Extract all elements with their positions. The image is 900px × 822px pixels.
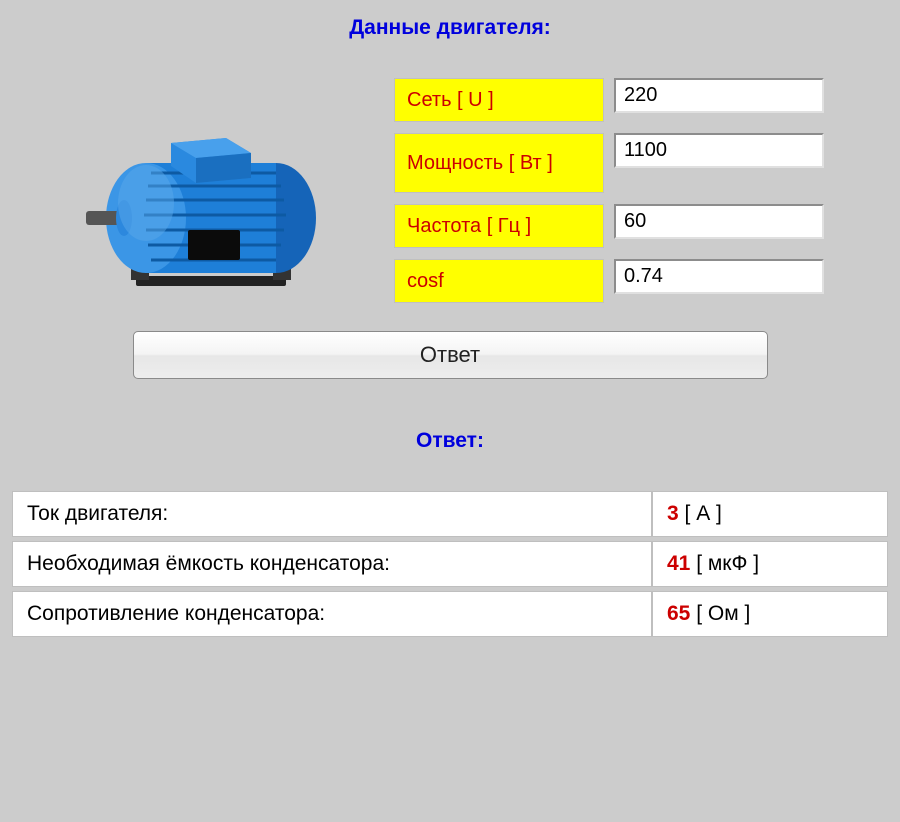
result-label-capacitance: Необходимая ёмкость конденсатора: — [12, 541, 652, 587]
result-value-current: 3 [ А ] — [652, 491, 888, 537]
resistance-number: 65 — [667, 602, 690, 625]
capacitance-unit: [ мкФ ] — [690, 552, 759, 575]
result-label-current: Ток двигателя: — [12, 491, 652, 537]
capacitance-number: 41 — [667, 552, 690, 575]
current-unit: [ А ] — [679, 502, 722, 525]
cosf-input[interactable] — [614, 259, 824, 294]
field-row-cosf: cosf — [394, 259, 824, 303]
voltage-input[interactable] — [614, 78, 824, 113]
result-value-resistance: 65 [ Ом ] — [652, 591, 888, 637]
field-row-power: Мощность [ Вт ] — [394, 133, 824, 193]
results-table: Ток двигателя: 3 [ А ] Необходимая ёмкос… — [12, 487, 888, 641]
input-fields: Сеть [ U ] Мощность [ Вт ] Частота [ Гц … — [394, 78, 824, 303]
frequency-label: Частота [ Гц ] — [394, 204, 604, 248]
answer-title: Ответ: — [12, 429, 888, 453]
submit-button[interactable]: Ответ — [133, 331, 768, 379]
cosf-label: cosf — [394, 259, 604, 303]
field-row-frequency: Частота [ Гц ] — [394, 204, 824, 248]
field-row-voltage: Сеть [ U ] — [394, 78, 824, 122]
motor-image-wrapper — [76, 78, 376, 313]
result-label-resistance: Сопротивление конденсатора: — [12, 591, 652, 637]
table-row: Необходимая ёмкость конденсатора: 41 [ м… — [12, 541, 888, 587]
motor-icon — [76, 108, 336, 308]
table-row: Ток двигателя: 3 [ А ] — [12, 491, 888, 537]
page-title: Данные двигателя: — [12, 16, 888, 40]
table-row: Сопротивление конденсатора: 65 [ Ом ] — [12, 591, 888, 637]
current-number: 3 — [667, 502, 679, 525]
resistance-unit: [ Ом ] — [690, 602, 750, 625]
result-value-capacitance: 41 [ мкФ ] — [652, 541, 888, 587]
voltage-label: Сеть [ U ] — [394, 78, 604, 122]
submit-row: Ответ — [12, 331, 888, 379]
power-input[interactable] — [614, 133, 824, 168]
input-section: Сеть [ U ] Мощность [ Вт ] Частота [ Гц … — [12, 78, 888, 313]
frequency-input[interactable] — [614, 204, 824, 239]
power-label: Мощность [ Вт ] — [394, 133, 604, 193]
